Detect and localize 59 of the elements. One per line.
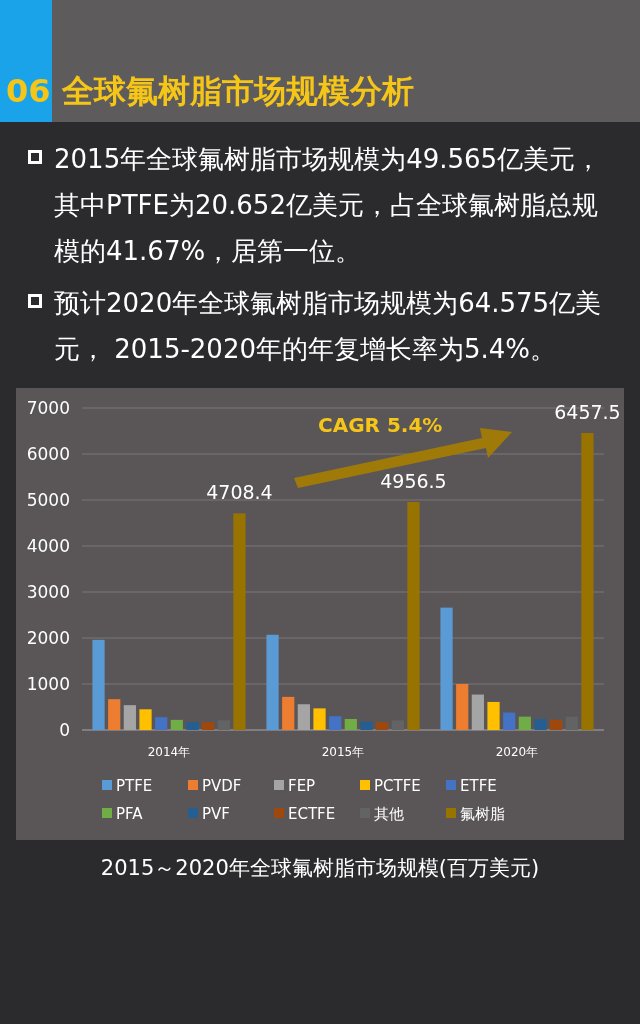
x-tick-label: 2020年 [495,745,539,759]
bar [313,708,326,730]
bar [503,712,516,730]
bar [344,718,357,730]
legend-label: ETFE [460,777,497,796]
bar [92,639,105,730]
bar [376,722,389,730]
bar [155,717,168,730]
y-tick-label: 7000 [26,397,70,418]
text: 2015年全球氟树脂市场规模为49.565亿美元，其中PTFE为20.652亿美元，占全球氟树脂总规模的41.67%，居第一位。 [54,143,603,268]
bar [202,722,215,730]
legend-label: FEP [288,777,316,796]
legend-label: PVF [202,805,230,824]
x-tick-label: 2014年 [147,745,191,759]
bar [487,701,500,730]
data-label: 4956.5 [380,470,447,492]
legend-label: PCTFE [374,777,421,796]
bar [170,719,183,730]
bar [440,607,453,730]
bar [329,716,342,730]
bar [233,513,246,730]
y-tick-label: 6000 [26,443,70,464]
legend-label: 氟树脂 [460,805,505,824]
bar [217,720,230,730]
text: 2015～2020年全球氟树脂市场规模(百万美元) [99,855,541,882]
bar [550,719,563,730]
data-label: 6457.5 [554,400,621,423]
bar [391,720,404,730]
legend-label: ECTFE [288,805,336,824]
bar [565,716,578,730]
chart-title: 06 全球氟树脂市场规模分析 [6,71,414,112]
legend-label: PVDF [202,777,242,796]
y-tick-label: 5000 [26,489,70,510]
bar [471,694,484,730]
bar [266,634,279,730]
legend-label: PTFE [116,777,153,796]
y-tick-label: 1000 [26,673,70,694]
legend-label: 其他 [374,805,404,824]
bar [297,704,310,730]
bar [456,684,469,730]
text: 预计2020年全球氟树脂市场规模为64.575亿美元， 2015-2020年的年复增长率为5.4%。 [54,287,603,366]
data-label: 4708.4 [206,481,273,504]
bar [360,721,373,730]
bar [518,716,531,730]
bar [108,699,121,730]
bar [123,705,136,730]
bar [534,718,547,730]
bar [186,722,199,730]
bar [407,502,420,730]
bar [139,709,152,730]
legend-label: PFA [116,805,144,824]
y-tick-label: 4000 [26,535,70,556]
y-tick-label: 0 [59,719,70,740]
y-tick-label: 2000 [26,627,70,648]
x-tick-label: 2015年 [321,745,365,759]
annotation: CAGR 5.4% [318,413,443,437]
y-tick-label: 3000 [26,581,70,602]
bar [282,696,295,730]
bar [581,432,594,730]
